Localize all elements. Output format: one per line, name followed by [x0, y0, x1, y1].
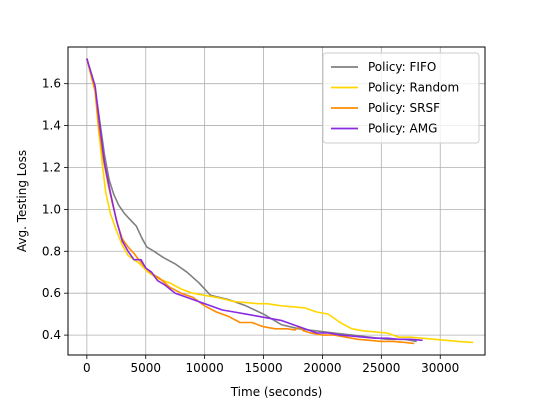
y-tick-label: 1.6: [42, 77, 61, 91]
series-line-random: [86, 58, 474, 344]
y-tick-label: 0.6: [42, 286, 61, 300]
x-tick-label: 15000: [244, 361, 282, 375]
axes-frame: [67, 46, 486, 356]
legend-label: Policy: Random: [368, 81, 459, 95]
series-line-fifo: [86, 58, 417, 343]
x-tick-label: 30000: [421, 361, 459, 375]
legend-box: [322, 52, 480, 144]
y-tick-label: 0.4: [42, 328, 61, 342]
series-layer: [86, 58, 474, 345]
x-tick-label: 20000: [303, 361, 341, 375]
y-tick-label: 0.8: [42, 244, 61, 258]
x-tick-label: 5000: [130, 361, 161, 375]
x-tick-label: 0: [83, 361, 91, 375]
y-tick-label: 1.0: [42, 202, 61, 216]
x-axis-label: Time (seconds): [230, 385, 323, 399]
y-axis-label: Avg. Testing Loss: [15, 150, 29, 252]
y-tick-label: 1.2: [42, 160, 61, 174]
legend: Policy: FIFO Policy: Random Policy: SRSF Po…: [322, 52, 480, 144]
legend-label: Policy: FIFO: [368, 60, 436, 74]
x-tick-label: 25000: [362, 361, 400, 375]
y-tick-label: 1.4: [42, 119, 61, 133]
legend-label: Policy: AMG: [368, 122, 437, 136]
series-line-amg: [86, 58, 423, 342]
ticks: 0 5000 10000 15000 20000 25000 30000 0.4 0.6 0.8 1…: [42, 77, 459, 375]
x-tick-label: 10000: [186, 361, 224, 375]
legend-label: Policy: SRSF: [368, 101, 440, 115]
